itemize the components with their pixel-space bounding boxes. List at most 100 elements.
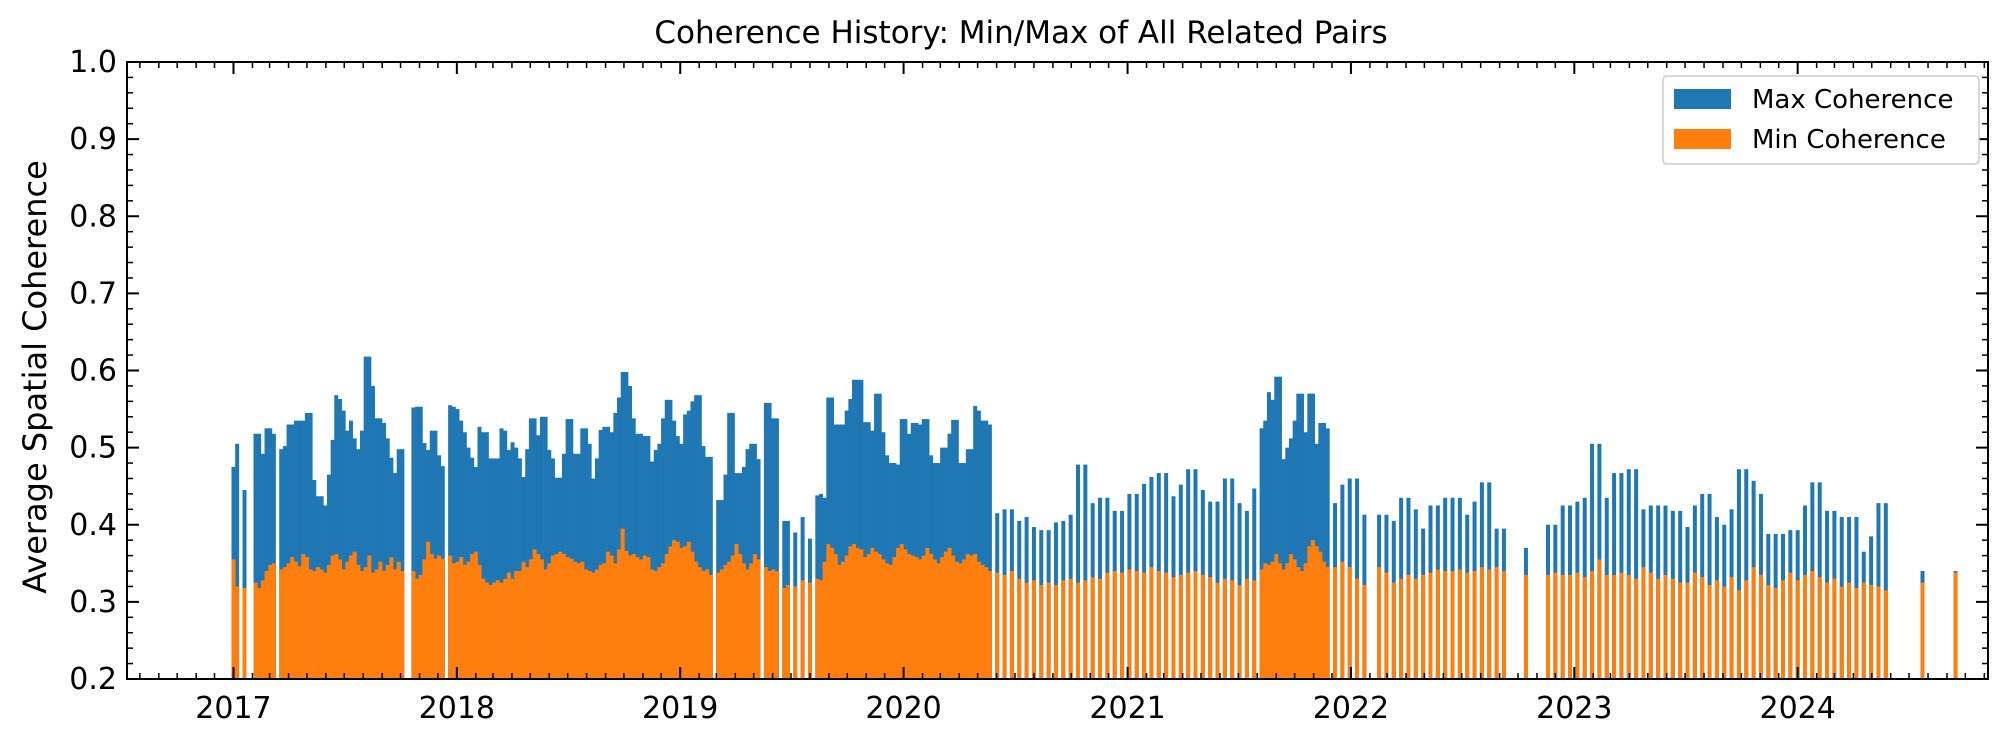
chart-title: Coherence History: Min/Max of All Relate… — [654, 15, 1387, 51]
min-coherence-bar — [929, 554, 934, 679]
min-coherence-bar — [1149, 567, 1154, 679]
min-coherence-bar — [606, 551, 611, 679]
min-coherence-bar — [477, 564, 482, 679]
x-tick-label: 2019 — [642, 691, 718, 726]
min-coherence-bar — [763, 567, 768, 679]
min-coherence-bar — [1215, 582, 1220, 679]
max-coherence-bar — [705, 456, 710, 679]
max-coherence-bar — [881, 432, 886, 679]
min-coherence-bar — [756, 559, 761, 679]
y-tick-label: 0.7 — [69, 276, 117, 311]
x-tick-label: 2020 — [865, 691, 941, 726]
min-coherence-bar — [1083, 580, 1088, 679]
max-coherence-bar — [841, 424, 845, 679]
min-coherence-bar — [304, 557, 309, 679]
min-coherence-bar — [374, 569, 379, 679]
max-coherence-bar — [503, 430, 508, 679]
min-coherence-bar — [1222, 578, 1227, 679]
max-coherence-bar — [863, 422, 868, 679]
min-coherence-bar — [1009, 571, 1014, 679]
min-coherence-bar — [1274, 554, 1279, 679]
min-coherence-bar — [1722, 586, 1727, 679]
min-coherence-bar — [852, 544, 857, 679]
min-coherence-bar — [345, 561, 350, 679]
min-coherence-bar — [360, 571, 364, 679]
min-coherence-bar — [481, 578, 486, 679]
min-coherence-bar — [315, 567, 320, 679]
min-coherence-bar — [293, 561, 298, 679]
min-coherence-bar — [1105, 572, 1110, 679]
min-coherence-bar — [1553, 572, 1558, 679]
max-coherence-bar — [951, 419, 956, 679]
min-coherence-bar — [290, 557, 295, 679]
min-coherence-bar — [767, 571, 772, 679]
min-coherence-bar — [892, 557, 897, 679]
min-coherence-bar — [1061, 580, 1066, 679]
min-coherence-bar — [1076, 582, 1080, 679]
max-coherence-bar — [506, 449, 511, 679]
max-coherence-bar — [1307, 393, 1312, 679]
min-coherence-bar — [701, 571, 706, 679]
min-coherence-bar — [1288, 554, 1293, 679]
max-coherence-bar — [528, 418, 533, 679]
min-coherence-bar — [1068, 578, 1073, 679]
min-coherence-bar — [1788, 572, 1793, 679]
min-coherence-bar — [587, 571, 592, 679]
min-coherence-bar — [1465, 572, 1470, 679]
min-coherence-bar — [583, 569, 588, 679]
min-coherence-bar — [400, 571, 405, 679]
min-coherence-bar — [1127, 569, 1132, 679]
min-coherence-bar — [925, 547, 930, 679]
max-coherence-bar — [495, 458, 500, 679]
max-coherence-bar — [921, 419, 926, 679]
min-coherence-bar — [1861, 582, 1866, 679]
max-coherence-bar — [341, 410, 346, 679]
min-coherence-bar — [837, 564, 842, 679]
min-coherence-bar — [334, 554, 339, 679]
min-coherence-bar — [1307, 546, 1312, 679]
max-coherence-bar — [415, 406, 420, 679]
min-coherence-bar — [826, 544, 831, 679]
min-coherence-bar — [1604, 574, 1609, 679]
max-coherence-bar — [954, 419, 959, 679]
min-coherence-bar — [1953, 572, 1958, 679]
min-coherence-bar — [484, 582, 489, 679]
max-coherence-bar — [565, 419, 570, 679]
min-coherence-bar — [550, 555, 555, 679]
min-coherence-bar — [1281, 569, 1286, 679]
min-coherence-bar — [286, 563, 291, 679]
min-coherence-bar — [235, 586, 240, 679]
min-coherence-bar — [844, 555, 849, 679]
min-coherence-bar — [1780, 580, 1785, 679]
min-coherence-bar — [639, 559, 644, 679]
max-coherence-bar — [371, 385, 376, 679]
min-coherence-bar — [271, 563, 276, 679]
min-coherence-bar — [628, 555, 633, 679]
min-coherence-bar — [1039, 584, 1044, 679]
max-coherence-bar — [763, 402, 768, 679]
min-coherence-bar — [918, 559, 923, 679]
max-coherence-bar — [304, 412, 309, 679]
max-coherence-bar — [874, 393, 879, 679]
min-coherence-bar — [896, 547, 901, 679]
max-coherence-bar — [774, 418, 779, 679]
legend-label-max-coherence: Max Coherence — [1752, 85, 1953, 115]
min-coherence-bar — [782, 587, 787, 679]
min-coherence-bar — [1024, 582, 1029, 679]
min-coherence-bar — [1847, 582, 1852, 679]
min-coherence-bar — [378, 561, 383, 679]
min-coherence-bar — [440, 558, 445, 679]
max-coherence-bar — [745, 449, 750, 679]
min-coherence-bar — [910, 555, 915, 679]
max-coherence-bar — [532, 418, 537, 679]
min-coherence-bar — [330, 555, 335, 679]
min-coherence-bar — [1634, 578, 1639, 679]
min-coherence-bar — [1568, 574, 1573, 679]
min-coherence-bar — [1869, 584, 1874, 679]
max-coherence-bar — [385, 438, 390, 679]
max-coherence-bar — [1626, 469, 1631, 679]
min-coherence-bar — [642, 555, 647, 679]
min-coherence-bar — [683, 546, 688, 679]
x-tick-label: 2024 — [1759, 691, 1835, 726]
min-coherence-bar — [528, 559, 533, 679]
